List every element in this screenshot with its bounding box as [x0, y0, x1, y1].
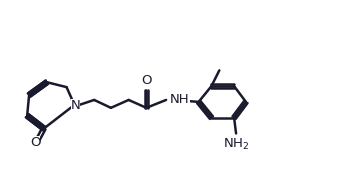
Text: O: O	[30, 136, 40, 149]
Text: N: N	[71, 99, 80, 112]
Text: NH$_2$: NH$_2$	[223, 137, 249, 152]
Text: O: O	[141, 74, 152, 87]
Text: NH: NH	[170, 94, 190, 106]
